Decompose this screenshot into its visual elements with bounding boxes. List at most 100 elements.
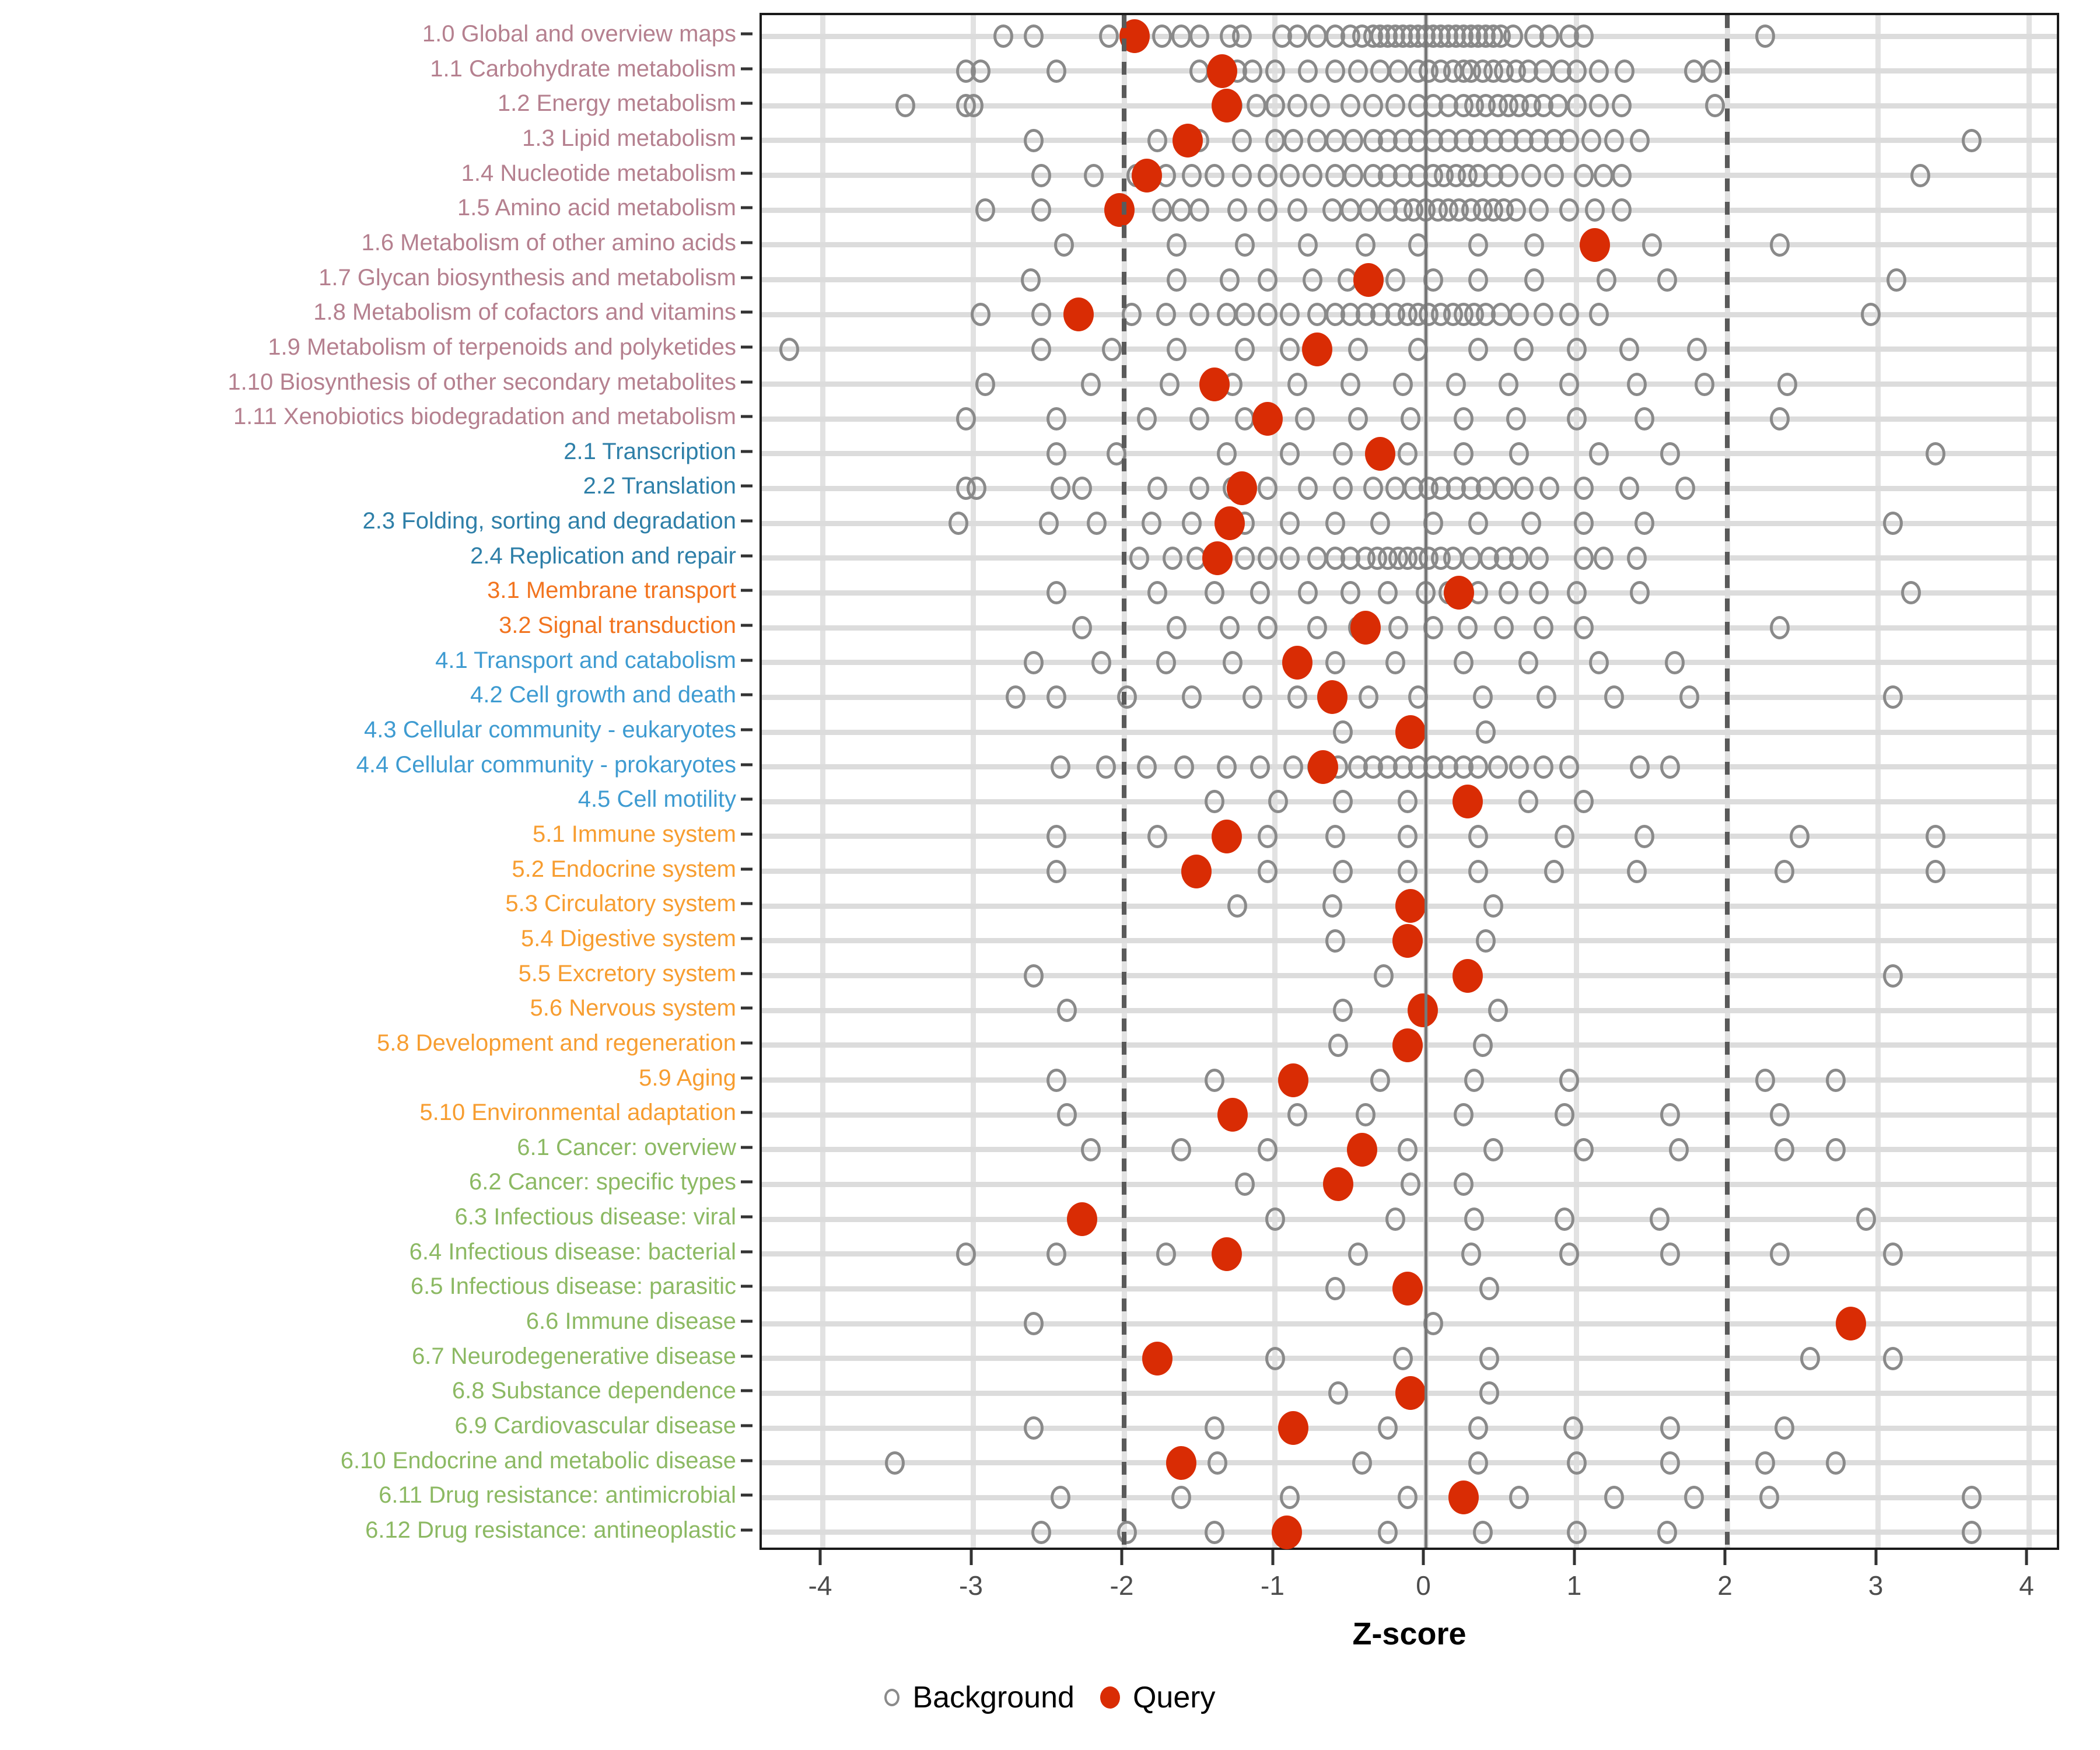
legend-item-query[interactable]: Query bbox=[1100, 1680, 1216, 1715]
background-point bbox=[1615, 59, 1635, 83]
query-point[interactable] bbox=[1407, 993, 1438, 1028]
query-point[interactable] bbox=[1278, 1411, 1308, 1445]
background-point bbox=[1499, 372, 1519, 396]
background-point bbox=[1755, 1068, 1775, 1092]
background-point bbox=[1589, 650, 1609, 674]
background-point bbox=[1257, 163, 1278, 187]
query-point[interactable] bbox=[1308, 750, 1339, 784]
background-point bbox=[1141, 512, 1161, 536]
y-axis-label: 6.4 Infectious disease: bacterial bbox=[409, 1238, 736, 1265]
query-point[interactable] bbox=[1199, 367, 1230, 401]
background-point bbox=[1340, 581, 1360, 605]
background-point bbox=[1961, 1486, 1982, 1510]
query-point[interactable] bbox=[1131, 158, 1162, 192]
query-point[interactable] bbox=[1579, 228, 1610, 262]
background-point bbox=[1675, 477, 1695, 501]
query-point[interactable] bbox=[1202, 541, 1233, 575]
background-point bbox=[1117, 1520, 1138, 1544]
background-point bbox=[1461, 546, 1481, 570]
query-point[interactable] bbox=[1252, 402, 1283, 436]
background-point bbox=[1370, 512, 1391, 536]
query-point[interactable] bbox=[1395, 1376, 1426, 1410]
background-point bbox=[1216, 442, 1237, 466]
background-point bbox=[1539, 24, 1559, 48]
background-point bbox=[1559, 372, 1579, 396]
query-point[interactable] bbox=[1317, 680, 1348, 715]
query-point[interactable] bbox=[1282, 645, 1313, 680]
background-point bbox=[1509, 1486, 1530, 1510]
query-point[interactable] bbox=[1278, 1063, 1308, 1097]
query-point[interactable] bbox=[1353, 262, 1384, 297]
query-point[interactable] bbox=[1104, 193, 1135, 228]
background-point bbox=[1574, 790, 1594, 814]
query-point[interactable] bbox=[1226, 471, 1257, 506]
query-point[interactable] bbox=[1323, 1167, 1354, 1202]
background-point bbox=[1298, 233, 1318, 257]
query-point[interactable] bbox=[1172, 123, 1203, 158]
query-point[interactable] bbox=[1272, 1515, 1303, 1549]
y-axis-tick bbox=[741, 763, 752, 766]
background-point bbox=[1790, 824, 1810, 848]
query-point[interactable] bbox=[1166, 1446, 1197, 1480]
background-point bbox=[1280, 546, 1300, 570]
background-point bbox=[1031, 337, 1051, 361]
x-axis-tick-label: 1 bbox=[1566, 1570, 1582, 1601]
query-point[interactable] bbox=[1066, 1202, 1097, 1237]
background-point bbox=[971, 59, 991, 83]
background-point bbox=[1023, 24, 1044, 48]
background-point bbox=[1626, 372, 1647, 396]
background-point bbox=[1147, 824, 1167, 848]
background-point bbox=[1234, 546, 1255, 570]
background-point bbox=[1468, 512, 1489, 536]
query-point[interactable] bbox=[1217, 1098, 1248, 1132]
query-point[interactable] bbox=[1063, 298, 1094, 332]
query-point[interactable] bbox=[1392, 923, 1423, 958]
background-point bbox=[1205, 581, 1225, 605]
background-point bbox=[1257, 198, 1278, 222]
query-point[interactable] bbox=[1181, 854, 1212, 888]
query-point[interactable] bbox=[1347, 1132, 1378, 1167]
query-point[interactable] bbox=[1452, 958, 1483, 993]
query-point[interactable] bbox=[1395, 889, 1426, 923]
query-point[interactable] bbox=[1301, 332, 1332, 366]
y-axis-tick bbox=[741, 276, 752, 279]
background-point bbox=[1147, 477, 1167, 501]
query-point[interactable] bbox=[1211, 819, 1242, 853]
query-point[interactable] bbox=[1443, 576, 1474, 610]
query-point[interactable] bbox=[1392, 1272, 1423, 1306]
background-point bbox=[1626, 859, 1647, 883]
query-point[interactable] bbox=[1142, 1341, 1172, 1376]
gridline-vertical bbox=[971, 15, 976, 1548]
query-point[interactable] bbox=[1214, 506, 1245, 541]
background-point bbox=[1046, 1242, 1066, 1266]
y-axis-label: 1.0 Global and overview maps bbox=[422, 21, 736, 47]
query-point[interactable] bbox=[1395, 715, 1426, 749]
background-point bbox=[1506, 198, 1527, 222]
query-point[interactable] bbox=[1835, 1307, 1866, 1341]
legend-item-background[interactable]: Background bbox=[884, 1680, 1074, 1715]
background-point bbox=[1548, 94, 1569, 118]
background-point bbox=[1247, 94, 1267, 118]
background-point bbox=[1332, 790, 1353, 814]
background-point bbox=[1205, 163, 1225, 187]
background-point bbox=[1171, 1486, 1192, 1510]
query-point[interactable] bbox=[1350, 611, 1381, 645]
query-point[interactable] bbox=[1365, 436, 1396, 471]
query-point[interactable] bbox=[1207, 54, 1238, 88]
query-point[interactable] bbox=[1211, 1237, 1242, 1271]
background-point bbox=[1257, 859, 1278, 883]
background-point bbox=[1528, 546, 1549, 570]
background-point bbox=[1443, 546, 1463, 570]
background-point bbox=[1883, 964, 1903, 988]
background-point bbox=[1777, 372, 1798, 396]
y-axis-tick bbox=[741, 937, 752, 940]
query-point[interactable] bbox=[1211, 89, 1242, 123]
query-point[interactable] bbox=[1452, 785, 1483, 819]
background-point bbox=[1038, 512, 1059, 536]
query-point[interactable] bbox=[1392, 1028, 1423, 1062]
background-point bbox=[1171, 24, 1192, 48]
query-point[interactable] bbox=[1448, 1480, 1479, 1515]
background-point bbox=[1468, 1451, 1489, 1475]
background-point bbox=[1287, 372, 1308, 396]
background-point bbox=[1385, 650, 1406, 674]
